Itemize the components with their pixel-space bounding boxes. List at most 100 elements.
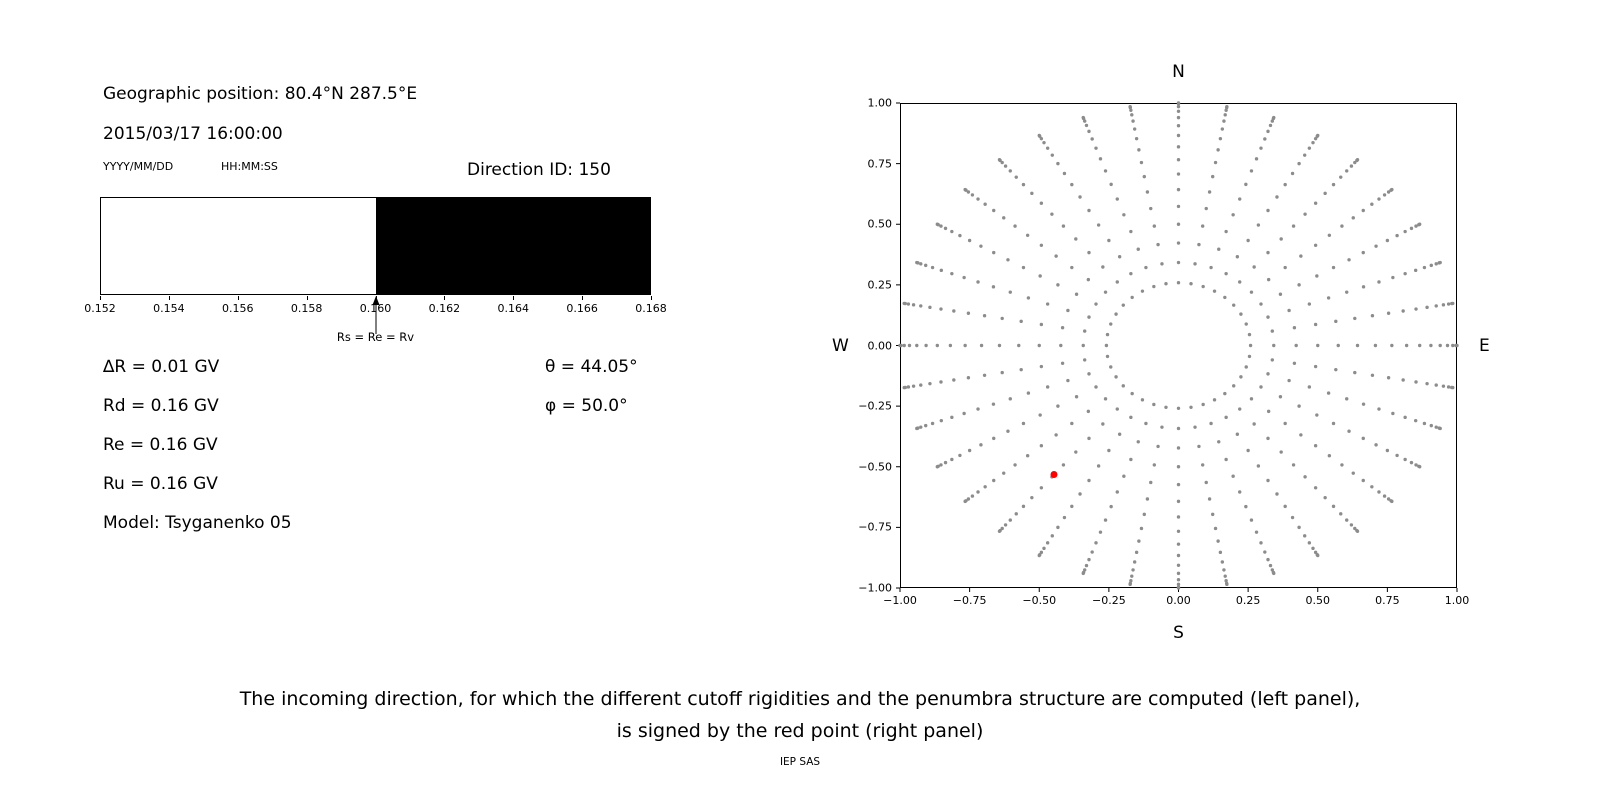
grid-point	[1039, 443, 1044, 448]
grid-point	[1201, 284, 1205, 289]
grid-point	[1107, 238, 1111, 243]
grid-point	[935, 222, 940, 226]
grid-point	[1349, 523, 1354, 527]
grid-point	[1056, 525, 1060, 530]
grid-point	[1156, 242, 1160, 247]
grid-point	[1307, 302, 1312, 306]
grid-point	[1109, 365, 1113, 369]
grid-point	[1086, 277, 1091, 282]
grid-point	[1176, 553, 1181, 558]
grid-point	[1235, 255, 1240, 259]
grid-point	[1373, 343, 1378, 348]
grid-point	[1176, 482, 1181, 487]
grid-point	[1401, 378, 1405, 382]
grid-point	[1176, 406, 1181, 410]
grid-point	[1290, 515, 1295, 520]
grid-point	[1213, 160, 1218, 165]
x-tick-label: 1.00	[1444, 594, 1470, 607]
grid-point	[1224, 108, 1228, 113]
grid-point	[1390, 499, 1394, 504]
grid-point	[1006, 429, 1010, 433]
y-tick-label: 0.75	[867, 157, 893, 171]
grid-point	[1050, 212, 1054, 216]
penumbra-forbidden-region	[375, 198, 650, 294]
grid-point	[1039, 364, 1044, 369]
grid-point	[1222, 119, 1226, 123]
grid-point	[958, 233, 962, 238]
grid-point	[1059, 343, 1063, 348]
grid-point	[1218, 550, 1223, 555]
grid-point	[1039, 243, 1044, 248]
grid-point	[1434, 262, 1438, 266]
grid-point	[1021, 504, 1026, 509]
grid-point	[979, 343, 984, 348]
grid-point	[1331, 504, 1336, 509]
grid-point	[1081, 115, 1085, 120]
grid-point	[1311, 140, 1315, 145]
grid-point	[1413, 268, 1418, 273]
x-tick-label: −0.50	[1022, 594, 1057, 607]
grid-point	[1139, 160, 1144, 165]
grid-point	[1176, 499, 1181, 504]
grid-point	[1193, 262, 1197, 266]
grid-point	[1176, 281, 1181, 285]
grid-point	[1060, 326, 1065, 330]
grid-point	[1197, 444, 1201, 449]
grid-point	[1313, 486, 1318, 490]
grid-point	[976, 280, 980, 284]
grid-point	[939, 380, 943, 384]
grid-point	[1259, 385, 1263, 389]
grid-point	[1087, 478, 1091, 483]
grid-point	[1054, 433, 1058, 437]
grid-point	[1331, 265, 1336, 270]
grid-point	[1313, 136, 1318, 141]
grid-point	[1299, 433, 1303, 437]
grid-point	[1355, 343, 1360, 348]
grid-point	[1121, 384, 1125, 388]
grid-point	[1078, 195, 1082, 199]
grid-point	[1283, 504, 1287, 509]
grid-point	[1441, 384, 1446, 388]
grid-point	[1238, 407, 1242, 411]
grid-point	[1438, 343, 1442, 348]
grid-point	[1297, 525, 1301, 530]
compass-west-label: W	[832, 335, 849, 356]
grid-point	[1082, 358, 1087, 362]
grid-point	[1114, 312, 1118, 316]
marker-arrow-icon	[372, 296, 379, 334]
grid-point	[1061, 463, 1066, 467]
grid-point	[1303, 153, 1307, 157]
grid-point	[1247, 354, 1252, 359]
grid-point	[1336, 343, 1340, 348]
grid-point	[1008, 290, 1012, 294]
grid-point	[1223, 391, 1227, 396]
grid-point	[1232, 384, 1236, 388]
grid-point	[1292, 326, 1297, 330]
grid-point	[1252, 422, 1256, 426]
grid-point	[1246, 448, 1250, 453]
grid-point	[1349, 164, 1354, 168]
grid-point	[939, 463, 943, 467]
grid-point	[1246, 238, 1250, 243]
grid-point	[915, 343, 919, 348]
grid-point	[1039, 322, 1044, 327]
grid-point	[1425, 305, 1429, 310]
grid-point	[1351, 216, 1355, 220]
grid-point	[1176, 426, 1181, 431]
grid-point	[928, 305, 932, 310]
grid-point	[1347, 258, 1351, 262]
grid-point	[939, 418, 944, 423]
grid-point	[1204, 206, 1208, 211]
grid-point	[1438, 426, 1442, 431]
direction-scatter-plot: −1.00 −0.75 −0.50 −0.25 0.00 0.25 0.50 0.75 1.00…	[832, 62, 1490, 643]
grid-point	[1386, 190, 1391, 194]
grid-point	[1225, 582, 1229, 587]
grid-point	[1249, 290, 1254, 294]
x-tick-label: 0.75	[1375, 594, 1400, 607]
grid-point	[1176, 446, 1181, 450]
grid-point	[1030, 191, 1034, 196]
grid-point	[1331, 182, 1336, 187]
grid-point	[982, 373, 987, 377]
grid-point	[1132, 560, 1137, 564]
grid-point	[1353, 370, 1357, 375]
